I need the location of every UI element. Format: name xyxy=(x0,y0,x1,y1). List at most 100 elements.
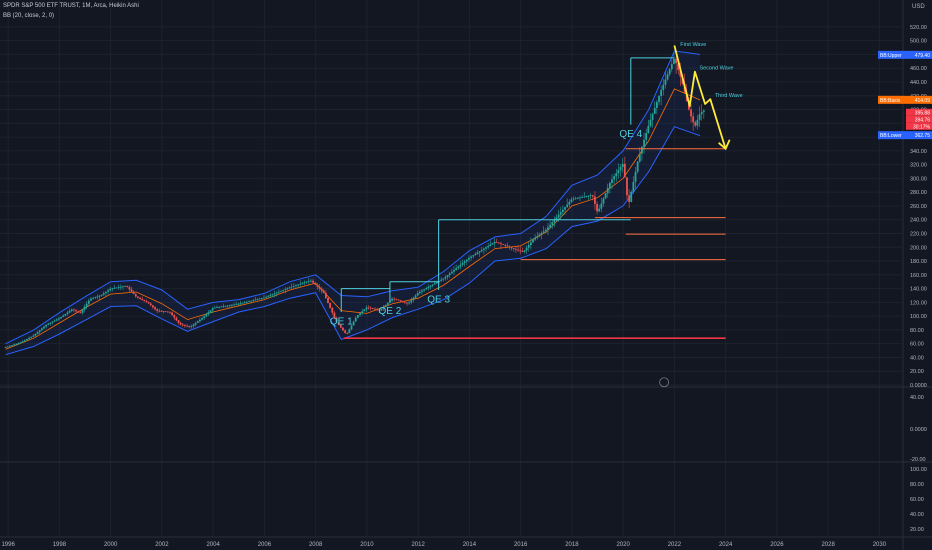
candle-body xyxy=(117,287,120,288)
candle-body xyxy=(145,301,148,303)
candle-body xyxy=(335,317,338,323)
candle-body xyxy=(286,288,289,290)
candle-body xyxy=(677,63,680,70)
bb-basis-line xyxy=(5,88,701,350)
candle-body xyxy=(363,309,366,312)
candle-body xyxy=(21,341,24,343)
candle-body xyxy=(495,242,498,243)
candle-body xyxy=(606,188,609,194)
candle-body xyxy=(111,288,114,290)
candle-body xyxy=(367,307,370,309)
candle-body xyxy=(13,344,16,346)
candle-body xyxy=(51,321,54,323)
candle-body xyxy=(487,245,490,248)
candle-body xyxy=(47,323,50,325)
price-tick-label: 300.00 xyxy=(910,176,927,182)
candle-body xyxy=(105,291,107,294)
pane3-tick-label: 60.00 xyxy=(910,497,924,503)
candle-body xyxy=(94,297,97,298)
candle-body xyxy=(547,227,549,230)
candle-body xyxy=(414,295,417,298)
candle-body xyxy=(260,298,263,299)
candle-body xyxy=(450,271,453,274)
candle-body xyxy=(26,339,28,341)
time-tick-label: 2012 xyxy=(411,542,425,548)
candle-body xyxy=(636,161,639,172)
candle-body xyxy=(305,281,308,283)
candle-body xyxy=(15,343,18,345)
candle-body xyxy=(602,198,605,204)
candle-body xyxy=(598,208,601,212)
candle-body xyxy=(585,196,588,197)
candle-body xyxy=(141,298,144,301)
bb-lower-line xyxy=(5,126,701,356)
candle-body xyxy=(412,297,415,301)
qe-label: QE 4 xyxy=(619,129,642,140)
wave-label: Third Wave xyxy=(715,93,743,99)
candle-body xyxy=(188,326,191,328)
candle-body xyxy=(457,266,460,269)
candle-body xyxy=(4,347,7,348)
candle-body xyxy=(184,325,186,326)
candle-body xyxy=(344,330,346,334)
candle-body xyxy=(267,295,270,297)
candle-body xyxy=(252,300,255,302)
candle-body xyxy=(173,315,176,318)
price-tick-label: 60.00 xyxy=(910,342,924,348)
price-tick-label: 40.00 xyxy=(910,355,924,361)
candle-body xyxy=(615,173,618,177)
candle-body xyxy=(271,294,274,296)
candle-body xyxy=(75,310,77,312)
price-tick-label: 520.00 xyxy=(910,25,927,31)
candle-body xyxy=(440,279,443,281)
candle-body xyxy=(619,166,622,171)
candle-body xyxy=(566,204,569,208)
candle-body xyxy=(190,326,193,327)
pane3-tick-label: 20.00 xyxy=(910,527,924,533)
candle-body xyxy=(8,345,11,347)
candle-body xyxy=(399,300,402,302)
candle-body xyxy=(395,298,398,300)
candle-body xyxy=(608,182,611,189)
wave-label: First Wave xyxy=(680,42,706,48)
candle-body xyxy=(11,345,13,346)
price-tag-bg xyxy=(906,115,932,123)
candle-body xyxy=(147,302,150,304)
time-tick-label: 2000 xyxy=(104,542,118,548)
symbol-legend[interactable]: SPDR S&P 500 ETF TRUST, 1M, Arca, Heikin… xyxy=(3,3,139,9)
candle-body xyxy=(350,325,353,330)
indicator-legend[interactable]: BB (20, close, 2, 0) xyxy=(3,13,55,19)
candle-body xyxy=(102,293,105,295)
candle-body xyxy=(124,285,127,287)
candle-body xyxy=(485,247,487,249)
candle-body xyxy=(696,119,699,126)
candle-body xyxy=(348,329,351,334)
candle-body xyxy=(397,299,400,301)
candle-body xyxy=(666,74,669,80)
candle-body xyxy=(169,311,171,313)
candle-body xyxy=(480,249,483,252)
candle-body xyxy=(376,309,379,311)
candle-body xyxy=(442,278,445,280)
candle-body xyxy=(675,58,677,64)
candle-body xyxy=(553,219,556,223)
candle-body xyxy=(643,139,645,147)
candle-body xyxy=(576,197,579,199)
candle-body xyxy=(510,247,513,249)
candle-body xyxy=(295,285,297,286)
candle-body xyxy=(359,313,361,316)
candle-body xyxy=(245,301,248,303)
candle-body xyxy=(98,295,101,297)
candle-body xyxy=(583,196,586,198)
candle-body xyxy=(517,249,519,251)
bb-upper-line xyxy=(5,50,701,345)
candle-body xyxy=(698,114,701,120)
candle-body xyxy=(702,110,705,112)
candle-body xyxy=(436,282,438,284)
candle-body xyxy=(128,287,131,290)
candle-body xyxy=(506,245,509,247)
candle-body xyxy=(670,64,673,70)
candle-body xyxy=(634,171,637,182)
candle-body xyxy=(679,69,682,77)
